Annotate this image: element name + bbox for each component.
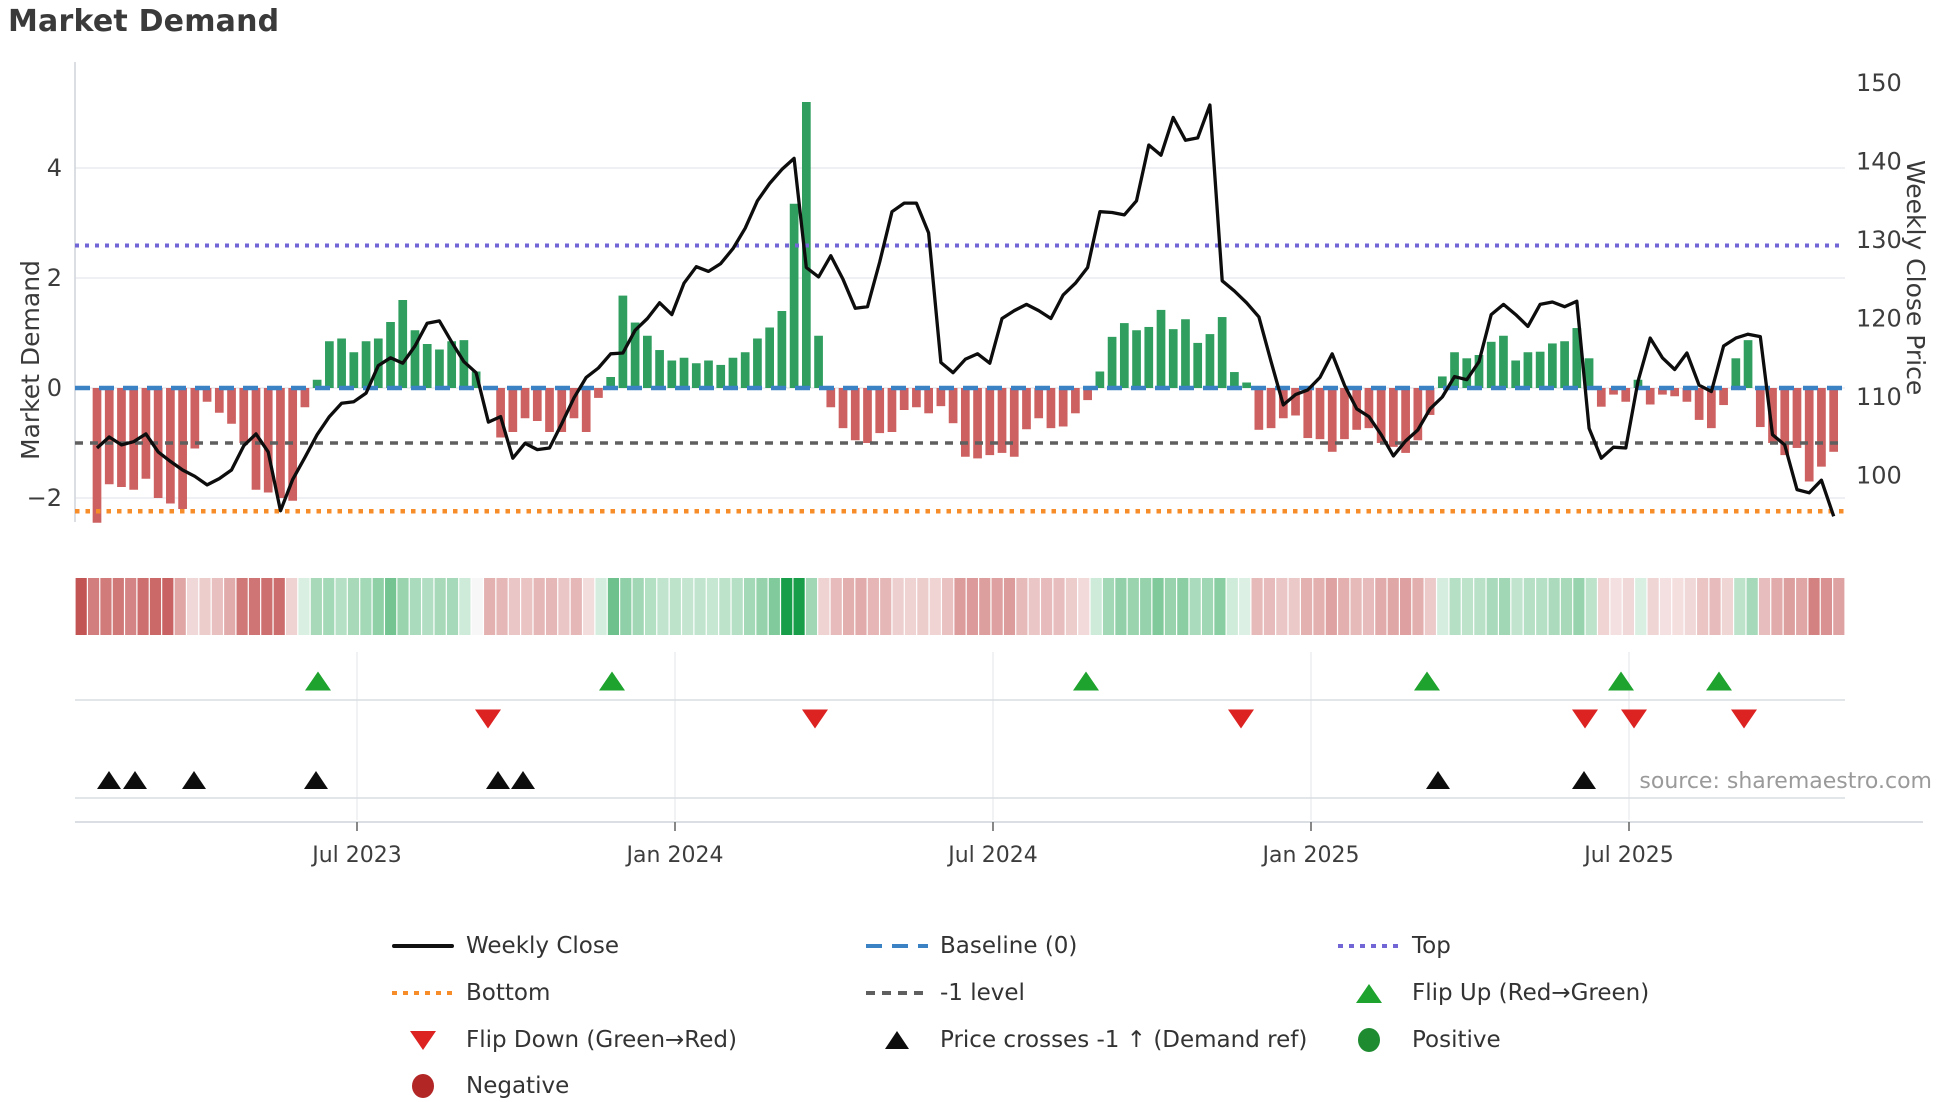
weekly-close-line-icon xyxy=(392,944,454,948)
svg-text:Jul 2024: Jul 2024 xyxy=(946,843,1038,868)
legend-label: Bottom xyxy=(466,980,551,1006)
svg-text:110: 110 xyxy=(1856,383,1902,411)
legend-item-price-crosses: Price crosses -1 ↑ (Demand ref) xyxy=(866,1024,1307,1056)
svg-text:Jul 2025: Jul 2025 xyxy=(1582,843,1674,868)
legend-item-positive: Positive xyxy=(1338,1024,1501,1056)
svg-text:Jan 2025: Jan 2025 xyxy=(1261,843,1360,868)
price-cross-triangle-icon xyxy=(866,1031,928,1049)
source-note: source: sharemaestro.com xyxy=(1639,769,1932,794)
legend-item-top: Top xyxy=(1338,930,1451,962)
legend-item-weekly-close: Weekly Close xyxy=(392,930,619,962)
svg-text:Jan 2024: Jan 2024 xyxy=(625,843,724,868)
legend-label: -1 level xyxy=(940,980,1025,1006)
legend-label: Flip Up (Red→Green) xyxy=(1412,980,1650,1006)
svg-text:120: 120 xyxy=(1856,305,1902,333)
tick-labels: 4 2 0 −2 150 140 130 120 110 100 Jul 2023 Jan 2024 J… xyxy=(27,69,1902,868)
svg-text:130: 130 xyxy=(1856,226,1902,254)
legend-item-minus-one-level: -1 level xyxy=(866,977,1025,1009)
negative-dot-icon xyxy=(392,1074,454,1098)
legend-label: Weekly Close xyxy=(466,933,619,959)
svg-text:100: 100 xyxy=(1856,462,1902,490)
top-dotted-line-icon xyxy=(1338,944,1400,948)
demand-bars xyxy=(92,102,1839,523)
legend-label: Top xyxy=(1412,933,1451,959)
svg-text:Jul 2023: Jul 2023 xyxy=(310,843,402,868)
demand-heatmap-strip xyxy=(75,578,1845,635)
legend-label: Negative xyxy=(466,1073,570,1099)
legend-item-baseline: Baseline (0) xyxy=(866,930,1077,962)
svg-text:140: 140 xyxy=(1856,148,1902,176)
legend-label: Positive xyxy=(1412,1027,1501,1053)
svg-text:4: 4 xyxy=(47,154,62,182)
svg-text:0: 0 xyxy=(47,374,62,402)
weekly-close-line xyxy=(95,103,1836,517)
legend-label: Price crosses -1 ↑ (Demand ref) xyxy=(940,1027,1308,1053)
baseline-dashed-line-icon xyxy=(866,944,928,948)
svg-text:150: 150 xyxy=(1856,69,1902,97)
legend-label: Baseline (0) xyxy=(940,933,1078,959)
page-title: Market Demand xyxy=(8,4,280,39)
svg-text:2: 2 xyxy=(47,264,62,292)
legend-item-negative: Negative xyxy=(392,1070,569,1102)
svg-text:−2: −2 xyxy=(27,484,62,512)
legend-item-flip-down: Flip Down (Green→Red) xyxy=(392,1024,737,1056)
minus-one-dashed-line-icon xyxy=(866,991,928,995)
legend-label: Flip Down (Green→Red) xyxy=(466,1027,737,1053)
event-markers xyxy=(97,671,1757,789)
flip-up-triangle-icon xyxy=(1338,983,1400,1003)
bottom-dotted-line-icon xyxy=(392,990,454,996)
legend-item-bottom: Bottom xyxy=(392,977,550,1009)
legend-item-flip-up: Flip Up (Red→Green) xyxy=(1338,977,1649,1009)
flip-down-triangle-icon xyxy=(392,1030,454,1050)
positive-dot-icon xyxy=(1338,1028,1400,1052)
